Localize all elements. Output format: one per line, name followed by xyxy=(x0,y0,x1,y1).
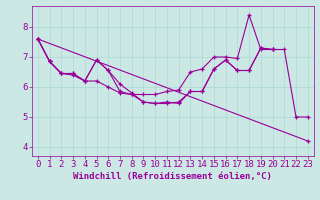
X-axis label: Windchill (Refroidissement éolien,°C): Windchill (Refroidissement éolien,°C) xyxy=(73,172,272,181)
